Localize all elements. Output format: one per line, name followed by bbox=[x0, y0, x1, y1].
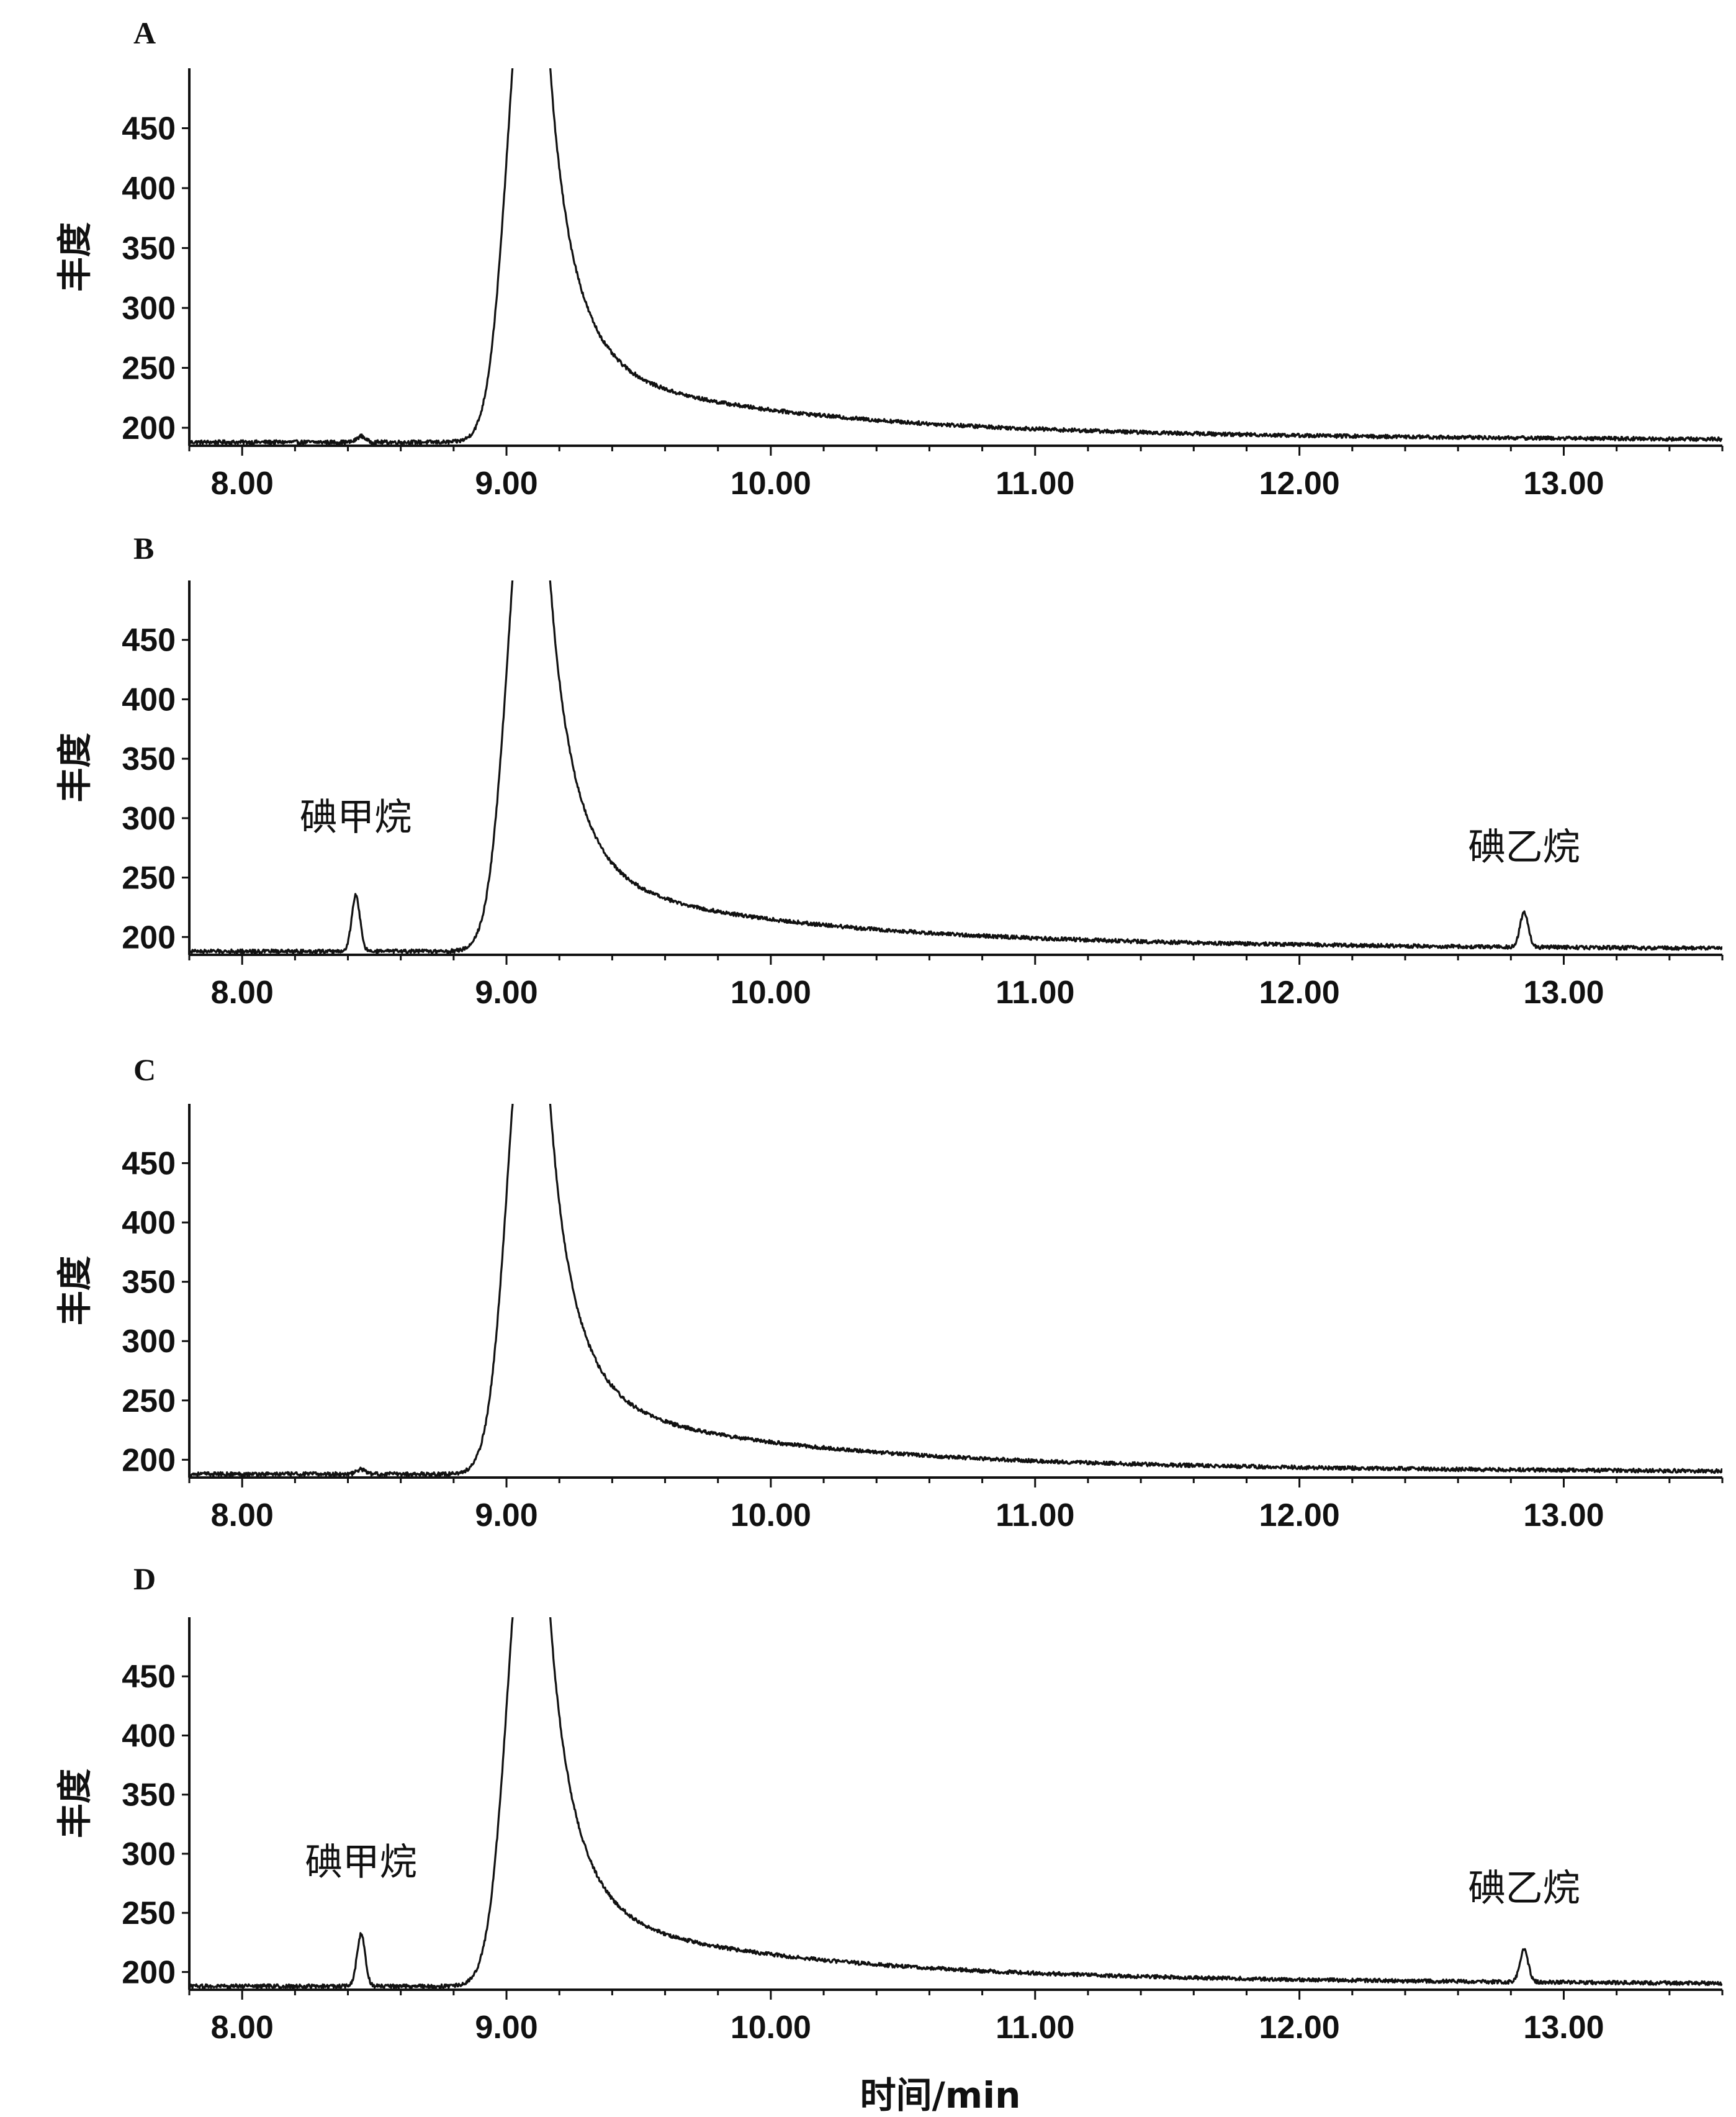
y-tick-label: 300 bbox=[122, 291, 176, 327]
x-tick-label: 11.00 bbox=[996, 2010, 1074, 2046]
chart-panel-d: D 200 250 300 350 400 450 8.00 9.00 10.00 11.00 12.… bbox=[55, 1561, 1724, 2046]
chromatogram-trace bbox=[189, 1617, 1722, 1989]
y-tick-label: 350 bbox=[122, 1777, 176, 1813]
y-axis-label: 丰度 bbox=[55, 1256, 96, 1325]
y-tick-label: 450 bbox=[122, 1659, 176, 1695]
y-tick-label: 250 bbox=[122, 860, 176, 896]
y-tick-label: 300 bbox=[122, 1324, 176, 1360]
x-tick-label: 12.00 bbox=[1259, 466, 1340, 502]
y-axis-label: 丰度 bbox=[55, 1769, 96, 1838]
y-tick-label: 450 bbox=[122, 111, 176, 147]
x-tick-label: 8.00 bbox=[211, 1497, 274, 1533]
x-tick-label: 9.00 bbox=[475, 1497, 537, 1533]
panel-letter: C bbox=[133, 1052, 156, 1087]
y-tick-label: 350 bbox=[122, 1265, 176, 1301]
y-tick-label: 200 bbox=[122, 410, 176, 446]
x-tick-label: 11.00 bbox=[996, 975, 1074, 1011]
y-tick-label: 200 bbox=[122, 1954, 176, 1990]
y-tick-label: 250 bbox=[122, 351, 176, 387]
x-tick-label: 13.00 bbox=[1523, 2010, 1604, 2046]
x-tick-label: 11.00 bbox=[996, 1497, 1074, 1533]
y-tick-label: 350 bbox=[122, 231, 176, 267]
x-tick-label: 10.00 bbox=[731, 1497, 811, 1533]
y-tick-label: 250 bbox=[122, 1383, 176, 1419]
x-tick-label: 13.00 bbox=[1523, 1497, 1604, 1533]
y-tick-label: 350 bbox=[122, 741, 176, 777]
y-tick-label: 300 bbox=[122, 1836, 176, 1872]
x-tick-label: 10.00 bbox=[731, 975, 811, 1011]
x-tick-label: 12.00 bbox=[1259, 975, 1340, 1011]
y-tick-label: 400 bbox=[122, 171, 176, 207]
chart-panel-a: A 200 250 300 350 400 450 8.00 9.00 10.00 11.00 12.… bbox=[55, 16, 1724, 502]
y-tick-label: 400 bbox=[122, 682, 176, 718]
y-tick-label: 450 bbox=[122, 1146, 176, 1182]
y-tick-label: 400 bbox=[122, 1718, 176, 1754]
chromatogram-trace bbox=[189, 580, 1722, 954]
x-tick-label: 9.00 bbox=[475, 2010, 537, 2046]
y-tick-label: 200 bbox=[122, 1442, 176, 1478]
chromatogram-trace bbox=[189, 1104, 1722, 1477]
peak-annotation: 碘乙烷 bbox=[1468, 826, 1580, 869]
y-axis-label: 丰度 bbox=[55, 733, 96, 803]
x-tick-label: 10.00 bbox=[731, 466, 811, 502]
peak-annotation: 碘甲烷 bbox=[305, 1841, 417, 1884]
y-tick-label: 450 bbox=[122, 623, 176, 659]
x-tick-label: 9.00 bbox=[475, 466, 537, 502]
chart-panel-c: C 200 250 300 350 400 450 8.00 9.00 10.00 11.00 12.… bbox=[55, 1052, 1724, 1533]
x-tick-label: 13.00 bbox=[1523, 975, 1604, 1011]
y-tick-label: 300 bbox=[122, 801, 176, 837]
chart-panel-b: B 200 250 300 350 400 450 8.00 9.00 10.00 11.00 12.… bbox=[55, 531, 1724, 1011]
panel-letter: A bbox=[133, 16, 156, 50]
y-tick-label: 200 bbox=[122, 919, 176, 955]
peak-annotation: 碘甲烷 bbox=[300, 796, 412, 839]
x-tick-label: 10.00 bbox=[731, 2010, 811, 2046]
x-tick-label: 8.00 bbox=[211, 975, 274, 1011]
peak-annotation: 碘乙烷 bbox=[1468, 1867, 1580, 1910]
x-tick-label: 11.00 bbox=[996, 466, 1074, 502]
y-tick-label: 400 bbox=[122, 1205, 176, 1241]
figure-x-axis-label: 时间/min bbox=[860, 2074, 1021, 2116]
x-tick-label: 12.00 bbox=[1259, 1497, 1340, 1533]
x-tick-label: 9.00 bbox=[475, 975, 537, 1011]
x-tick-label: 12.00 bbox=[1259, 2010, 1340, 2046]
panels-group: A 200 250 300 350 400 450 8.00 9.00 10.00 11.00 12.… bbox=[55, 16, 1724, 2046]
chromatogram-trace bbox=[189, 68, 1722, 445]
x-tick-label: 8.00 bbox=[211, 2010, 274, 2046]
panel-letter: D bbox=[133, 1561, 156, 1596]
x-tick-label: 13.00 bbox=[1523, 466, 1604, 502]
y-axis-label: 丰度 bbox=[55, 222, 96, 292]
x-tick-label: 8.00 bbox=[211, 466, 274, 502]
panel-letter: B bbox=[133, 531, 154, 566]
y-tick-label: 250 bbox=[122, 1895, 176, 1931]
